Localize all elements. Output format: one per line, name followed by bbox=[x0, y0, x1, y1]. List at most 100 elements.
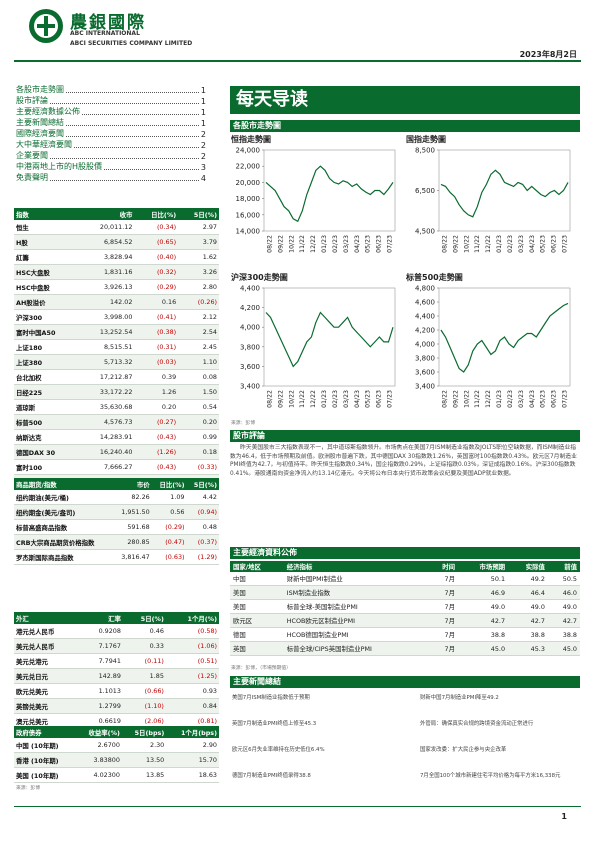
econ-cell: 标普全球-美国制造业PMI bbox=[283, 599, 429, 614]
table-row: 港元兑人民币 0.9208 0.46 (0.58) bbox=[14, 624, 219, 639]
econ-cell: 49.0 bbox=[508, 599, 548, 614]
toc-item[interactable]: 大中華經濟要聞 2 bbox=[16, 139, 206, 150]
toc-item[interactable]: 股市評論 1 bbox=[16, 95, 206, 106]
row-value: 1.50 bbox=[178, 384, 219, 400]
x-tick-label: 08/22 bbox=[266, 390, 273, 408]
table-row: 沪深300 3,998.00 (0.41) 2.12 bbox=[14, 309, 219, 325]
table-row: 美元兑港元 7.7941 (0.11) (0.51) bbox=[14, 653, 219, 669]
row-value: 1.62 bbox=[178, 249, 219, 265]
row-value: (0.34) bbox=[134, 220, 179, 235]
row-value: (0.43) bbox=[134, 429, 179, 445]
econ-cell: 50.1 bbox=[458, 572, 509, 586]
table-row: 香港 (10年期) 3.83800 13.50 15.70 bbox=[14, 752, 219, 768]
toc-item[interactable]: 免責聲明 4 bbox=[16, 172, 206, 183]
toc-page: 2 bbox=[200, 130, 206, 139]
econ-cell: 7月 bbox=[428, 627, 458, 642]
toc-item[interactable]: 國際經濟要聞 2 bbox=[16, 128, 206, 139]
table-row: 德国 HCOB德国制造业PMI 7月 38.8 38.8 38.8 bbox=[230, 627, 580, 642]
row-label: 恒生 bbox=[14, 220, 80, 235]
row-value: (0.66) bbox=[122, 683, 166, 699]
econ-cell: 46.9 bbox=[458, 585, 509, 600]
toc-item[interactable]: 主要經濟數據公佈 1 bbox=[16, 106, 206, 117]
news-item[interactable]: 美国7月ISM制造业指数低于预期 bbox=[232, 695, 310, 701]
news-item[interactable]: 欧元区6月失业率维持在历史低位6.4% bbox=[232, 747, 325, 753]
toc-item[interactable]: 各股市走勢圖 1 bbox=[16, 84, 206, 95]
toc-leader bbox=[74, 147, 199, 148]
row-value: 1.85 bbox=[122, 668, 166, 684]
chart-title-hscei: 国指走勢圖 bbox=[406, 135, 446, 144]
row-value: 0.16 bbox=[134, 294, 179, 310]
news-item[interactable]: 国家发改委：扩大民企参与央企改革 bbox=[420, 747, 507, 753]
table-header: 5日(%) bbox=[178, 208, 219, 220]
toc-page: 2 bbox=[200, 152, 206, 161]
row-value: 3.26 bbox=[178, 264, 219, 280]
toc-label: 免責聲明 bbox=[16, 173, 48, 182]
row-label: 台北加权 bbox=[14, 369, 80, 385]
company-subtitle: ABC INTERNATIONAL bbox=[70, 30, 140, 37]
row-label: 紅籌 bbox=[14, 249, 80, 265]
row-value: 2.54 bbox=[178, 324, 219, 340]
row-value: 0.18 bbox=[178, 444, 219, 460]
row-value: (1.25) bbox=[165, 668, 219, 684]
econ-cell: 45.3 bbox=[508, 641, 548, 656]
toc-label: 主要經濟數據公佈 bbox=[16, 107, 80, 116]
table-header: 5日(bps) bbox=[121, 726, 167, 738]
row-label: 纽约期油(美元/桶) bbox=[14, 490, 113, 505]
sp500-chart: 4,800 4,600 4,400 4,200 4,000 3,800 3,600 3,400… bbox=[415, 285, 571, 408]
toc-item[interactable]: 企業要聞 2 bbox=[16, 150, 206, 161]
x-tick-label: 05/23 bbox=[540, 235, 547, 253]
table-row: 澳元兑美元 0.6619 (2.06) (0.81) bbox=[14, 713, 219, 729]
row-value: 2.6700 bbox=[75, 738, 122, 753]
x-tick-label: 05/23 bbox=[365, 235, 372, 253]
x-tick-label: 03/23 bbox=[343, 235, 350, 253]
row-value: 142.02 bbox=[79, 294, 135, 310]
news-item[interactable]: 外管局：确保真实合规的跨境资金流动正常进行 bbox=[420, 721, 534, 727]
y-tick-label: 4,200 bbox=[240, 304, 260, 312]
x-tick-label: 09/22 bbox=[452, 235, 459, 253]
row-value: (0.65) bbox=[134, 234, 179, 250]
x-tick-label: 10/22 bbox=[463, 235, 470, 253]
x-tick-label: 12/22 bbox=[485, 235, 492, 253]
table-row: 台北加权 17,212.87 0.39 0.08 bbox=[14, 369, 219, 385]
toc-page: 1 bbox=[200, 97, 206, 106]
news-item[interactable]: 7月全国100个城市新建住宅平均价格为每平方米16,338元 bbox=[420, 773, 561, 779]
chart-title-csi300: 沪深300走勢圖 bbox=[231, 273, 288, 282]
x-tick-label: 04/23 bbox=[354, 390, 361, 408]
y-tick-label: 3,600 bbox=[240, 363, 260, 371]
row-value: 2.30 bbox=[121, 738, 167, 753]
chart-title-hsi: 恒指走勢圖 bbox=[231, 135, 271, 144]
x-tick-label: 11/22 bbox=[299, 235, 306, 253]
x-tick-label: 08/22 bbox=[441, 235, 448, 253]
y-tick-label: 20,000 bbox=[236, 179, 261, 187]
table-header: 1个月(%) bbox=[165, 612, 219, 624]
x-tick-label: 11/22 bbox=[474, 235, 481, 253]
row-label: 美元兑港元 bbox=[14, 653, 82, 669]
table-row: 上证380 5,713.32 (0.03) 1.10 bbox=[14, 354, 219, 370]
row-value: 1.10 bbox=[178, 354, 219, 370]
row-value: (0.40) bbox=[134, 249, 179, 265]
x-tick-label: 06/23 bbox=[376, 235, 383, 253]
row-value: 82.26 bbox=[112, 490, 152, 505]
row-value: 3.79 bbox=[178, 234, 219, 250]
report-date: 2023年8月2日 bbox=[519, 50, 577, 59]
x-tick-label: 03/23 bbox=[518, 390, 525, 408]
chart-title-sp500: 标普500走勢圖 bbox=[406, 273, 463, 282]
row-value: 0.93 bbox=[165, 683, 219, 699]
table-of-contents: 各股市走勢圖 1 股市評論 1 主要經濟數據公佈 1 主要新聞總結 1 國際經濟要聞 2 大中華經濟… bbox=[16, 84, 206, 183]
news-item[interactable]: 英国7月制造业PMI终值上修至45.3 bbox=[232, 721, 317, 727]
econ-header: 国家/地区 bbox=[230, 561, 284, 572]
commodity-table: 商品期货/指数 市价 日比(%) 5日(%) 纽约期油(美元/桶) 82.26 1.09 4.… bbox=[14, 478, 219, 565]
toc-item[interactable]: 主要新聞總結 1 bbox=[16, 117, 206, 128]
row-value: 1,951.50 bbox=[112, 504, 152, 520]
x-tick-label: 04/23 bbox=[529, 235, 536, 253]
table-row: 日经225 33,172.22 1.26 1.50 bbox=[14, 384, 219, 400]
news-section-title: 主要新聞總結 bbox=[230, 676, 580, 688]
table-row: 标普500 4,576.73 (0.27) 0.20 bbox=[14, 414, 219, 430]
news-item[interactable]: 财新中国7月制造业PMI降至49.2 bbox=[420, 695, 499, 701]
news-item[interactable]: 德国7月制造业PMI终值录得38.8 bbox=[232, 773, 311, 779]
x-tick-label: 09/22 bbox=[452, 390, 459, 408]
x-tick-label: 11/22 bbox=[474, 390, 481, 408]
econ-section-title: 主要經濟資料公佈 bbox=[230, 547, 580, 559]
table-row: H股 6,854.52 (0.65) 3.79 bbox=[14, 234, 219, 250]
toc-item[interactable]: 中港兩地上市的H股股價 3 bbox=[16, 161, 206, 172]
